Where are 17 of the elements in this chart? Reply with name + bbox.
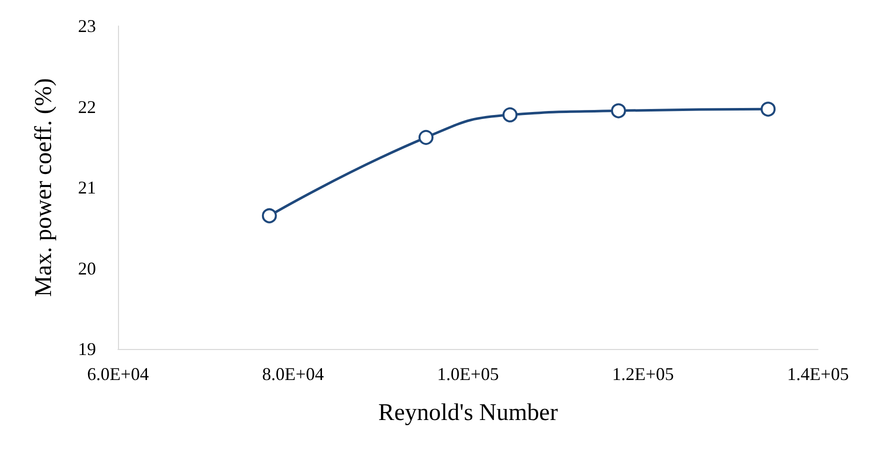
point — [760, 102, 776, 117]
y-tick-label: 21 — [78, 178, 96, 198]
point — [611, 103, 626, 118]
point — [262, 208, 277, 224]
x-tick-label: 8.0E+04 — [262, 364, 324, 384]
y-tick-label: 20 — [78, 258, 96, 278]
x-tick-label: 1.4E+05 — [787, 364, 849, 384]
y-tick-label: 23 — [78, 16, 96, 36]
x-axis-title: Reynold's Number — [378, 400, 558, 426]
x-tick-label: 1.2E+05 — [612, 364, 674, 384]
point — [502, 107, 518, 122]
x-tick-label: 6.0E+04 — [87, 364, 149, 384]
y-tick-label: 19 — [78, 339, 96, 359]
y-axis-title: Max. power coeff. (%) — [31, 78, 57, 297]
point — [418, 130, 434, 145]
x-tick-label: 1.0E+05 — [437, 364, 499, 384]
y-tick-label: 22 — [78, 96, 96, 117]
